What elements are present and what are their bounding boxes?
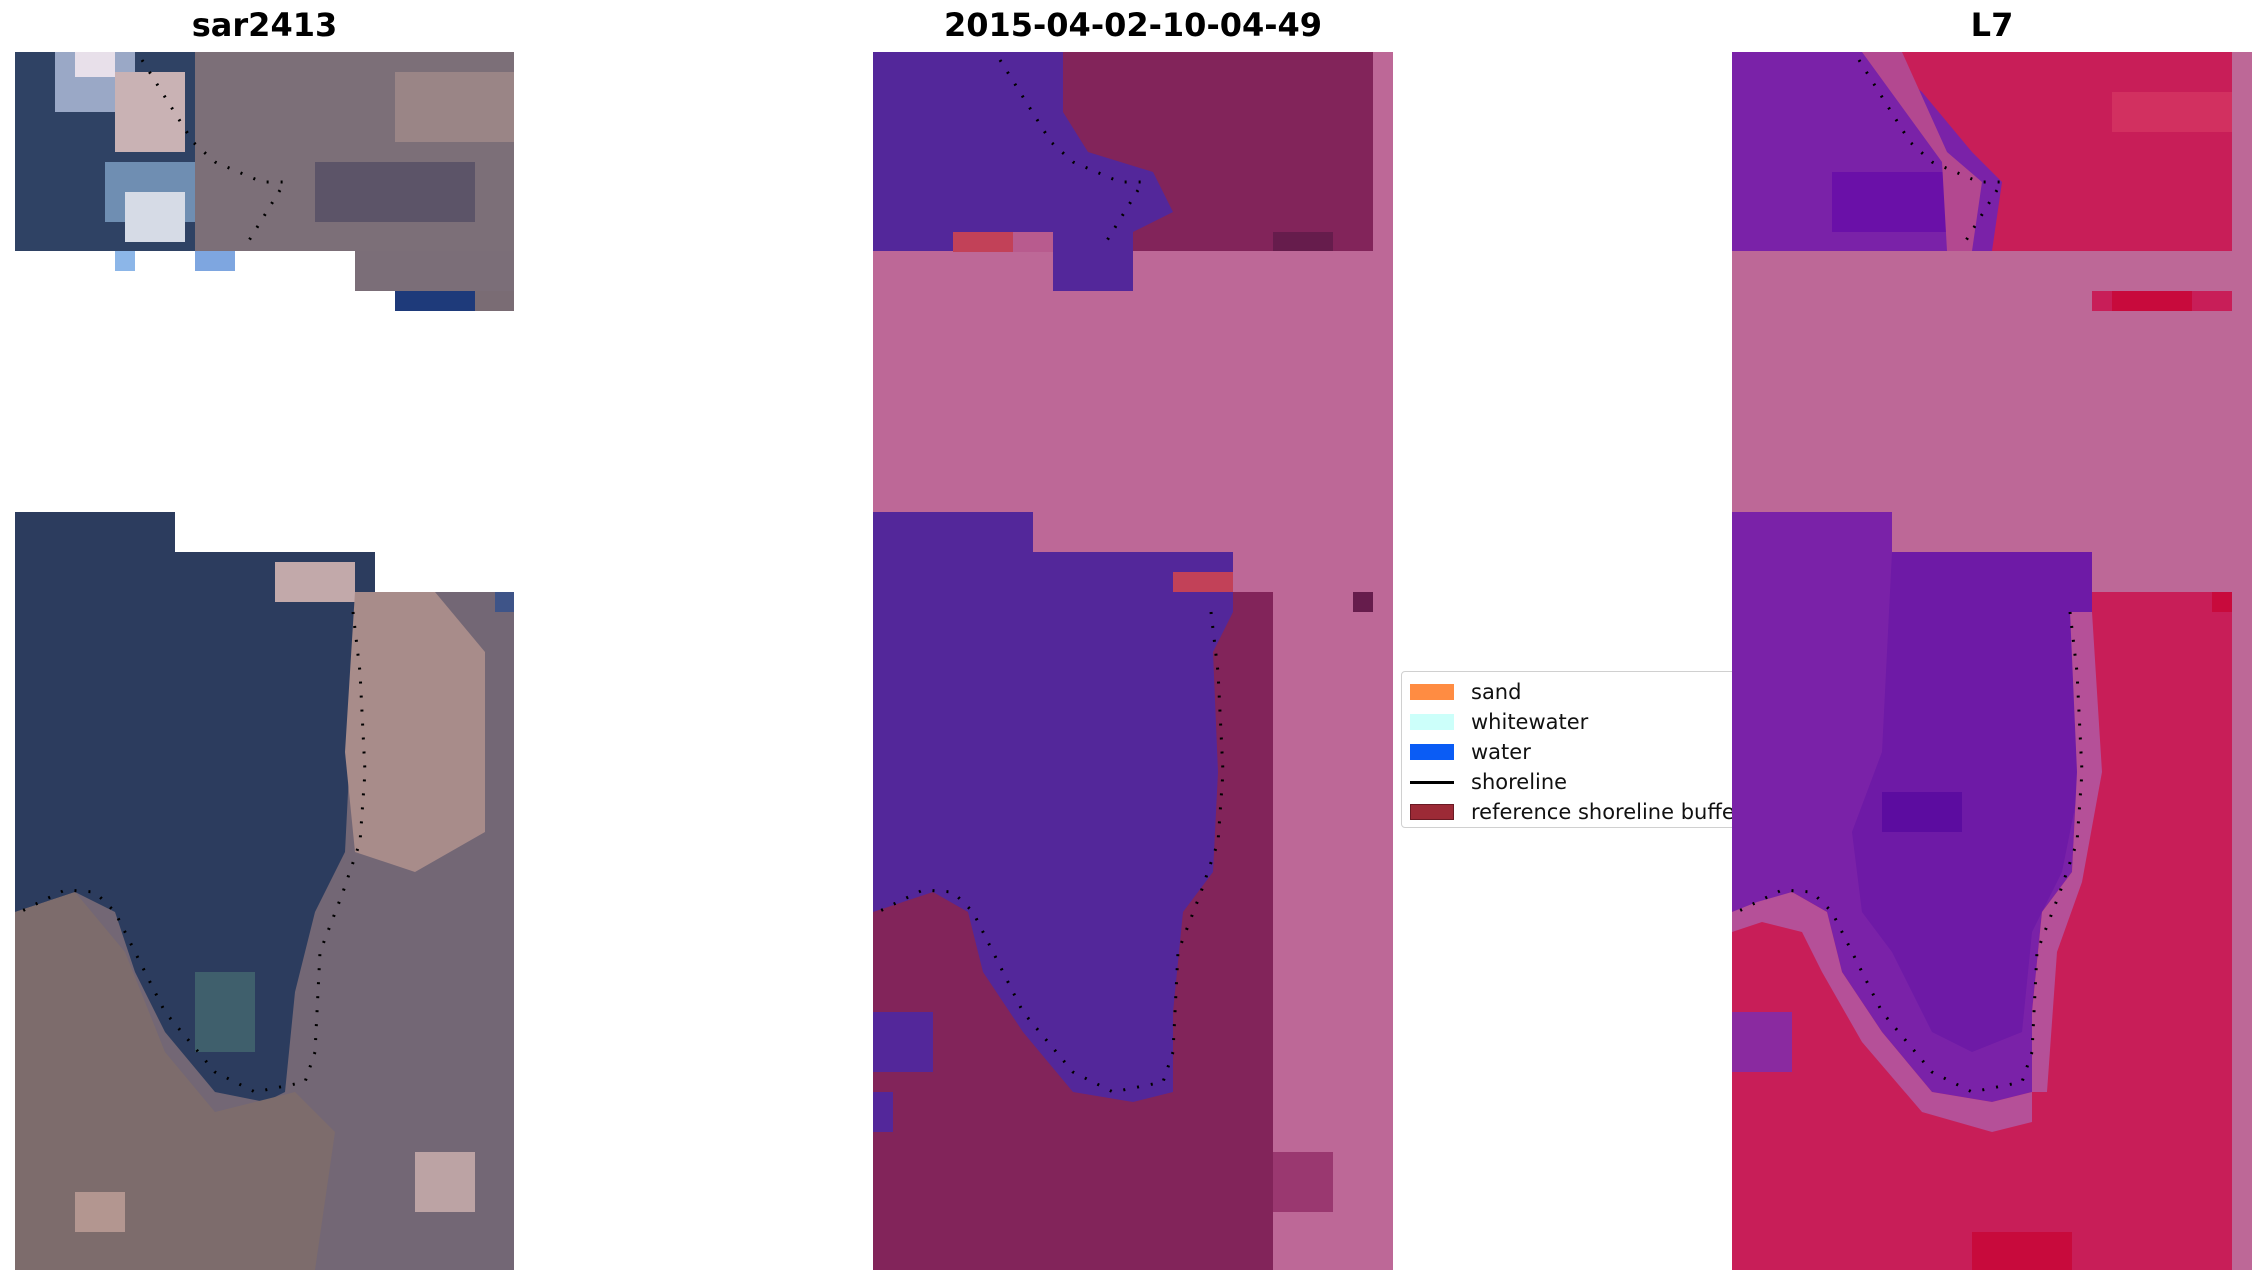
- rgb-shoreline: [19, 59, 367, 1094]
- index-image: [1732, 52, 2252, 1270]
- rgb-image-panel: [15, 52, 514, 1270]
- classification-panel: [873, 52, 1393, 1270]
- index-panel: [1732, 52, 2252, 1270]
- water-swatch: [1410, 744, 1454, 760]
- whitewater-swatch: [1410, 714, 1454, 730]
- legend-label-shoreline: shoreline: [1471, 770, 1568, 794]
- panel-title-classification: 2015-04-02-10-04-49: [943, 6, 1323, 44]
- shoreline-swatch: [1410, 780, 1454, 784]
- sand-swatch: [1410, 684, 1454, 700]
- legend-label-sand: sand: [1471, 680, 1522, 704]
- index-shoreline: [1736, 59, 2084, 1094]
- rgb-image: [15, 52, 514, 1270]
- legend-item-water: water: [1410, 737, 1531, 767]
- legend-label-reference-buffer: reference shoreline buffer: [1471, 800, 1732, 824]
- legend-item-whitewater: whitewater: [1410, 707, 1588, 737]
- legend-clip: sand whitewater water shoreline referenc…: [1401, 671, 1732, 828]
- legend-item-reference-buffer: reference shoreline buffer: [1410, 797, 1732, 827]
- legend-label-whitewater: whitewater: [1471, 710, 1589, 734]
- legend: sand whitewater water shoreline referenc…: [1401, 671, 1732, 828]
- legend-label-water: water: [1471, 740, 1531, 764]
- panel-title-index: L7: [1970, 6, 2014, 44]
- legend-item-shoreline: shoreline: [1410, 767, 1567, 797]
- legend-item-sand: sand: [1410, 677, 1521, 707]
- panel-title-rgb: sar2413: [191, 6, 338, 44]
- reference-buffer-swatch: [1410, 804, 1454, 820]
- classification-image: [873, 52, 1393, 1270]
- classification-shoreline: [877, 59, 1225, 1094]
